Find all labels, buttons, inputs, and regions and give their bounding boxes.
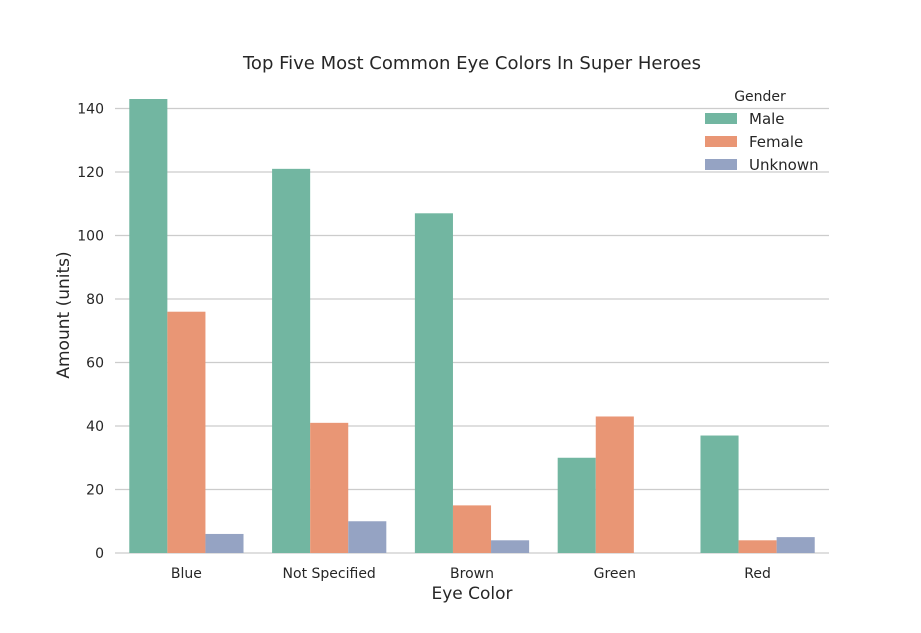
bar-male-green (557, 457, 596, 553)
bar-unknown-brown (491, 540, 530, 553)
grid-lines (115, 107, 829, 554)
legend-swatch-unknown (705, 159, 737, 170)
bar-male-blue (129, 99, 168, 553)
legend-label-unknown: Unknown (749, 156, 819, 174)
legend: Gender Male Female Unknown (705, 89, 819, 174)
y-tick-labels: 0 20 40 60 80 100 120 140 (77, 102, 104, 562)
y-tick-label: 60 (86, 356, 104, 372)
y-tick-label: 80 (86, 292, 104, 308)
x-tick-label: Blue (171, 566, 202, 582)
bar-male-not-specified (272, 168, 311, 553)
y-tick-label: 100 (77, 229, 104, 245)
y-tick-label: 140 (77, 102, 104, 118)
bars (129, 99, 815, 553)
legend-label-female: Female (749, 133, 803, 151)
x-tick-label: Green (594, 566, 636, 582)
y-axis-label: Amount (units) (54, 251, 74, 378)
bar-female-brown (452, 505, 492, 553)
bar-unknown-blue (205, 533, 244, 553)
x-tick-label: Brown (450, 566, 494, 582)
y-tick-label: 120 (77, 165, 104, 181)
x-tick-label: Not Specified (283, 566, 376, 582)
y-tick-label: 20 (86, 483, 104, 499)
bar-female-blue (167, 311, 206, 553)
x-tick-labels: Blue Not Specified Brown Green Red (171, 566, 771, 582)
x-axis-label: Eye Color (431, 584, 512, 604)
legend-label-male: Male (749, 110, 785, 128)
bar-unknown-red (776, 537, 815, 553)
chart-title: Top Five Most Common Eye Colors In Super… (242, 53, 701, 74)
bar-unknown-not-specified (348, 521, 387, 553)
bar-female-green (595, 416, 634, 553)
bar-male-red (700, 435, 739, 553)
legend-swatch-female (705, 136, 737, 147)
legend-swatch-male (705, 113, 737, 124)
legend-title: Gender (734, 89, 786, 105)
y-tick-label: 40 (86, 419, 104, 435)
bar-female-not-specified (310, 422, 349, 553)
bar-male-brown (414, 213, 453, 553)
bar-female-red (738, 540, 777, 553)
y-tick-label: 0 (95, 546, 104, 562)
x-tick-label: Red (744, 566, 771, 582)
